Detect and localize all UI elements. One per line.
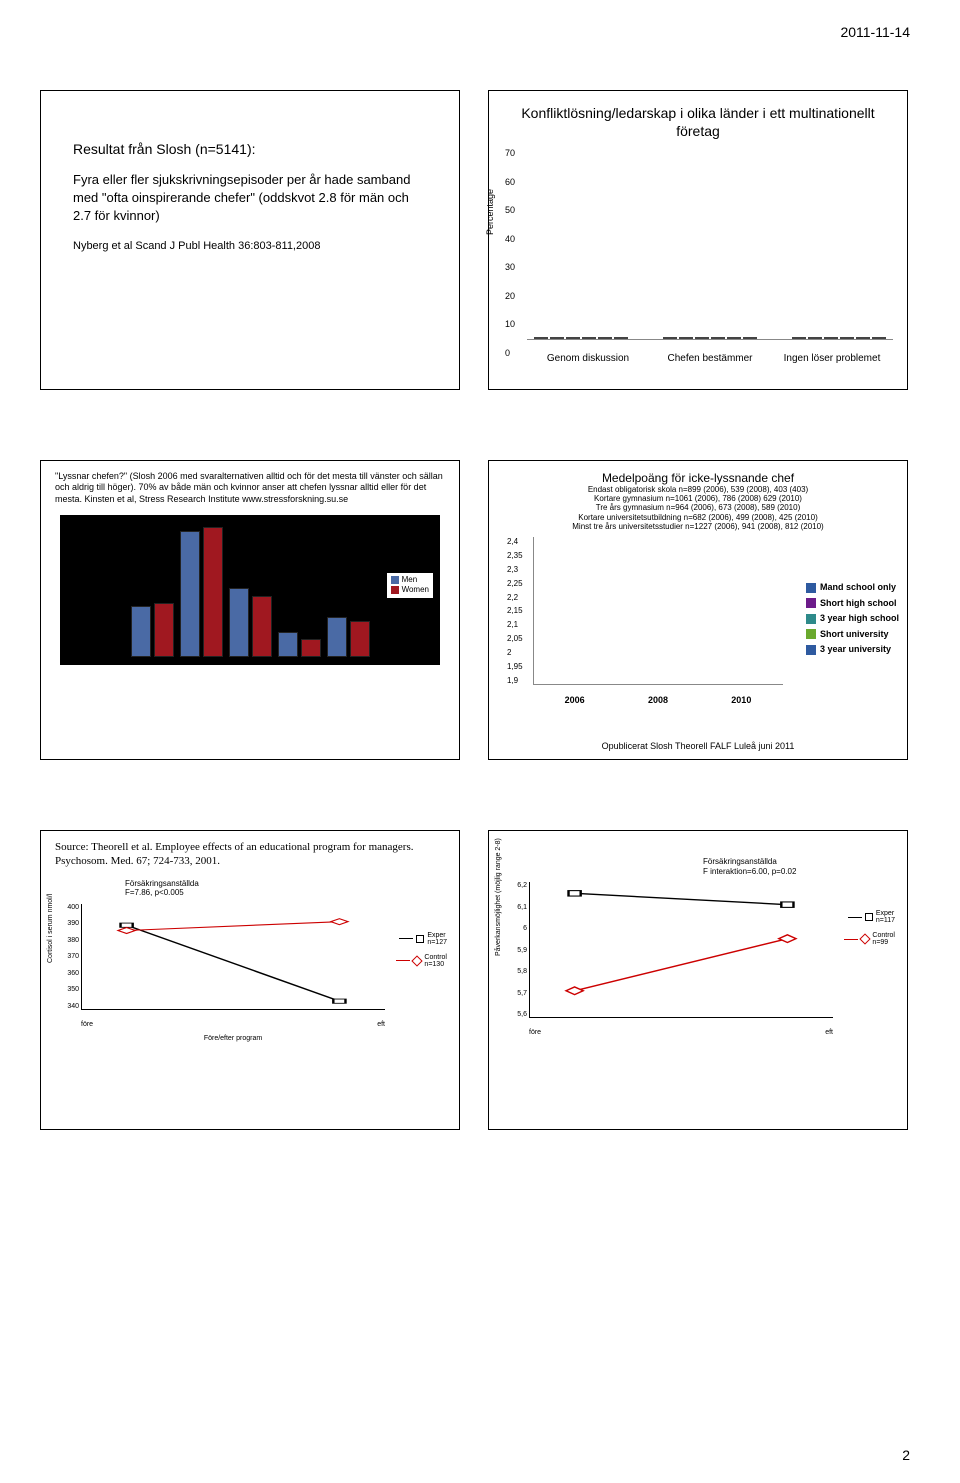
slide-lyssnar: "Lyssnar chefen?" (Slosh 2006 med svaral… <box>40 460 460 760</box>
bar-women <box>203 527 223 657</box>
slide5-source: Source: Theorell et al. Employee effects… <box>55 841 445 869</box>
lyssnar-chart: Men Women <box>60 515 440 665</box>
flag-bar <box>663 337 677 339</box>
chart1-ylabel: Percentage <box>485 189 495 235</box>
slide1-heading: Resultat från Slosh (n=5141): <box>73 141 427 157</box>
linechart-paverkan: Påverkansmöjlighet (möjlig range 2-8) 5,… <box>503 876 893 1036</box>
flag-bar <box>534 337 548 339</box>
flag-bar <box>872 337 886 339</box>
flag-bar <box>582 337 596 339</box>
bar-men <box>180 531 200 657</box>
slide1-body2: Nyberg et al Scand J Publ Health 36:803-… <box>73 240 427 252</box>
chart2-legend: Mand school onlyShort high school3 year … <box>806 581 899 659</box>
slide5-ylabel: Cortisol i serum nmol/l <box>47 893 54 962</box>
groupchart: 1,91,9522,052,12,152,22,252,32,352,4 200… <box>533 537 783 701</box>
slide-medelpoang: Medelpoäng för icke-lyssnande chef Endas… <box>488 460 908 760</box>
flag-bar <box>840 337 854 339</box>
flag-bar <box>679 337 693 339</box>
bar-men <box>131 606 151 656</box>
bar-women <box>252 596 272 657</box>
flag-bar <box>856 337 870 339</box>
page-date: 2011-11-14 <box>840 24 910 40</box>
chart2-title: Medelpoäng för icke-lyssnande chef <box>503 471 893 485</box>
slide1-body1: Fyra eller fler sjukskrivningsepisoder p… <box>73 171 427 226</box>
bar-men <box>327 617 347 657</box>
slide6-ylabel: Påverkansmöjlighet (möjlig range 2-8) <box>495 838 502 956</box>
linechart-cortisol: Cortisol i serum nmol/l 3403503603703803… <box>55 898 445 1028</box>
flag-bar <box>550 337 564 339</box>
bar-women <box>301 639 321 657</box>
flagchart: Percentage 010203040506070 Genom diskuss… <box>527 148 893 358</box>
legend-men: Men <box>402 575 418 585</box>
slide-resultat: Resultat från Slosh (n=5141): Fyra eller… <box>40 90 460 390</box>
bar-men <box>229 588 249 656</box>
slide6-label: Försäkringsanställda F interaktion=6.00,… <box>703 857 893 876</box>
page: 2011-11-14 2 Resultat från Slosh (n=5141… <box>0 0 960 1483</box>
flag-bar <box>743 337 757 339</box>
slide-paverkan: Försäkringsanställda F interaktion=6.00,… <box>488 830 908 1130</box>
flag-bar <box>792 337 806 339</box>
lyssnar-legend: Men Women <box>386 572 434 599</box>
flag-bar <box>824 337 838 339</box>
slide3-caption: "Lyssnar chefen?" (Slosh 2006 med svaral… <box>55 471 445 505</box>
slide-cortisol: Source: Theorell et al. Employee effects… <box>40 830 460 1130</box>
slide5-label: Försäkringsanställda F=7.86, p<0.005 <box>125 879 445 898</box>
legend-women: Women <box>402 585 429 595</box>
chart2-footer: Opublicerat Slosh Theorell FALF Luleå ju… <box>489 741 907 751</box>
slide-flagchart: Konfliktlösning/ledarskap i olika länder… <box>488 90 908 390</box>
bar-women <box>350 621 370 657</box>
flag-bar <box>808 337 822 339</box>
bar-men <box>278 632 298 657</box>
flag-bar <box>695 337 709 339</box>
flag-bar <box>614 337 628 339</box>
bar-women <box>154 603 174 657</box>
page-number: 2 <box>902 1447 910 1463</box>
flag-bar <box>566 337 580 339</box>
flag-bar <box>711 337 725 339</box>
chart1-title: Konfliktlösning/ledarskap i olika länder… <box>503 105 893 140</box>
flag-bar <box>727 337 741 339</box>
flag-bar <box>598 337 612 339</box>
